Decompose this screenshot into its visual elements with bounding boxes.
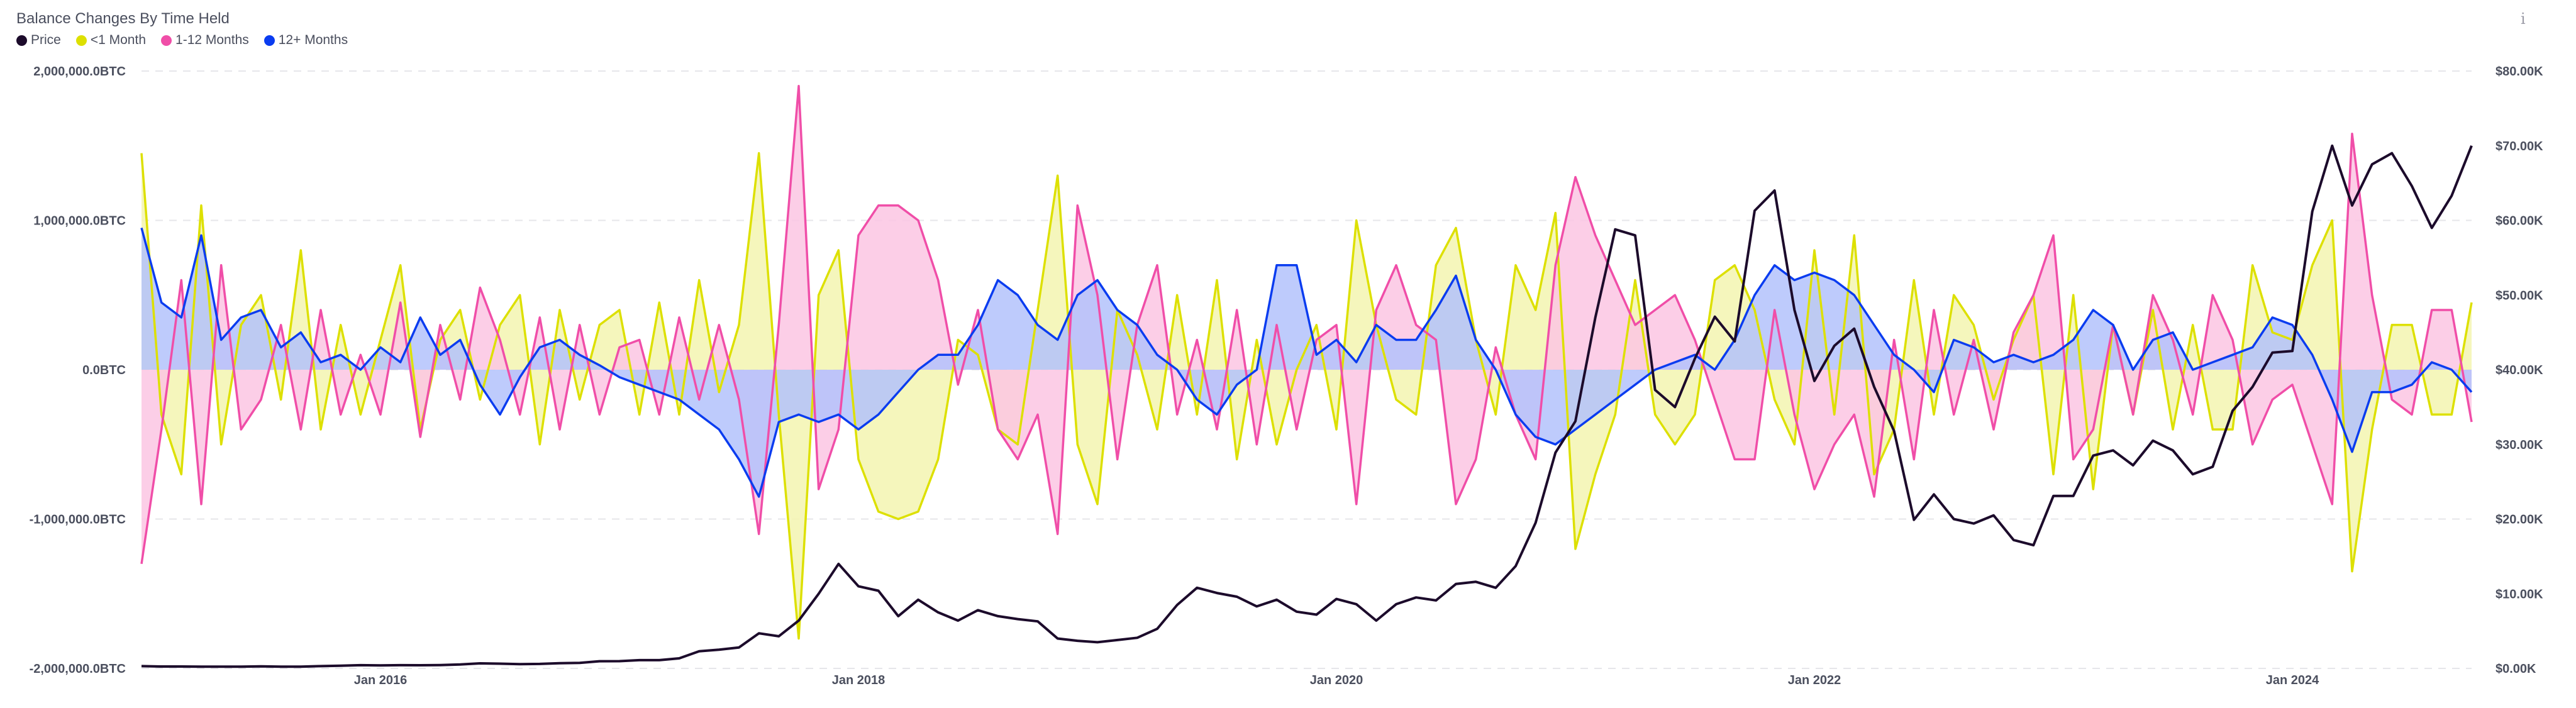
legend-label: 12+ Months <box>278 33 348 47</box>
line-12-months <box>140 227 2473 498</box>
chart-title: Balance Changes By Time Held <box>16 10 230 27</box>
y-right-tick-label: $70.00K <box>2496 140 2543 153</box>
legend: Price <1 Month 1-12 Months 12+ Months <box>16 33 348 48</box>
under-1-month-swatch <box>75 35 87 46</box>
y-right-tick-label: $0.00K <box>2496 662 2536 676</box>
x-tick-label: Jan 2016 <box>354 673 408 687</box>
legend-item-1-12-months[interactable]: 1-12 Months <box>161 33 249 48</box>
y-right-tick-label: $30.00K <box>2496 438 2543 452</box>
x-tick-label: Jan 2020 <box>1310 673 1363 687</box>
x-tick-label: Jan 2018 <box>832 673 886 687</box>
x-tick-label: Jan 2024 <box>2266 673 2319 687</box>
y-left-tick-label: -2,000,000.0BTC <box>30 662 126 676</box>
y-left-tick-label: -1,000,000.0BTC <box>30 513 126 527</box>
info-icon[interactable]: i <box>2521 10 2526 28</box>
y-left-tick-label: 2,000,000.0BTC <box>33 65 126 79</box>
x-tick-label: Jan 2022 <box>1788 673 1841 687</box>
legend-label: 1-12 Months <box>175 33 249 47</box>
line-price <box>141 144 2473 668</box>
1-12-months-swatch <box>161 35 172 46</box>
y-right-tick-label: $10.00K <box>2496 587 2543 601</box>
legend-item-price[interactable]: Price <box>16 33 61 48</box>
area-12-months <box>142 228 2472 497</box>
legend-label: Price <box>31 33 61 47</box>
y-right-tick-label: $40.00K <box>2496 363 2543 377</box>
legend-item-12-plus-months[interactable]: 12+ Months <box>264 33 348 48</box>
legend-item-under-1-month[interactable]: <1 Month <box>75 33 147 48</box>
y-left-tick-label: 1,000,000.0BTC <box>33 214 126 228</box>
price-swatch <box>16 35 27 46</box>
y-right-tick-label: $60.00K <box>2496 214 2543 228</box>
y-right-tick-label: $80.00K <box>2496 65 2543 79</box>
12-plus-months-swatch <box>264 35 275 46</box>
y-right-tick-label: $50.00K <box>2496 289 2543 302</box>
y-left-tick-label: 0.0BTC <box>82 363 126 377</box>
y-right-tick-label: $20.00K <box>2496 513 2543 527</box>
legend-label: <1 Month <box>90 33 147 47</box>
line-1-12-months <box>140 85 2473 565</box>
